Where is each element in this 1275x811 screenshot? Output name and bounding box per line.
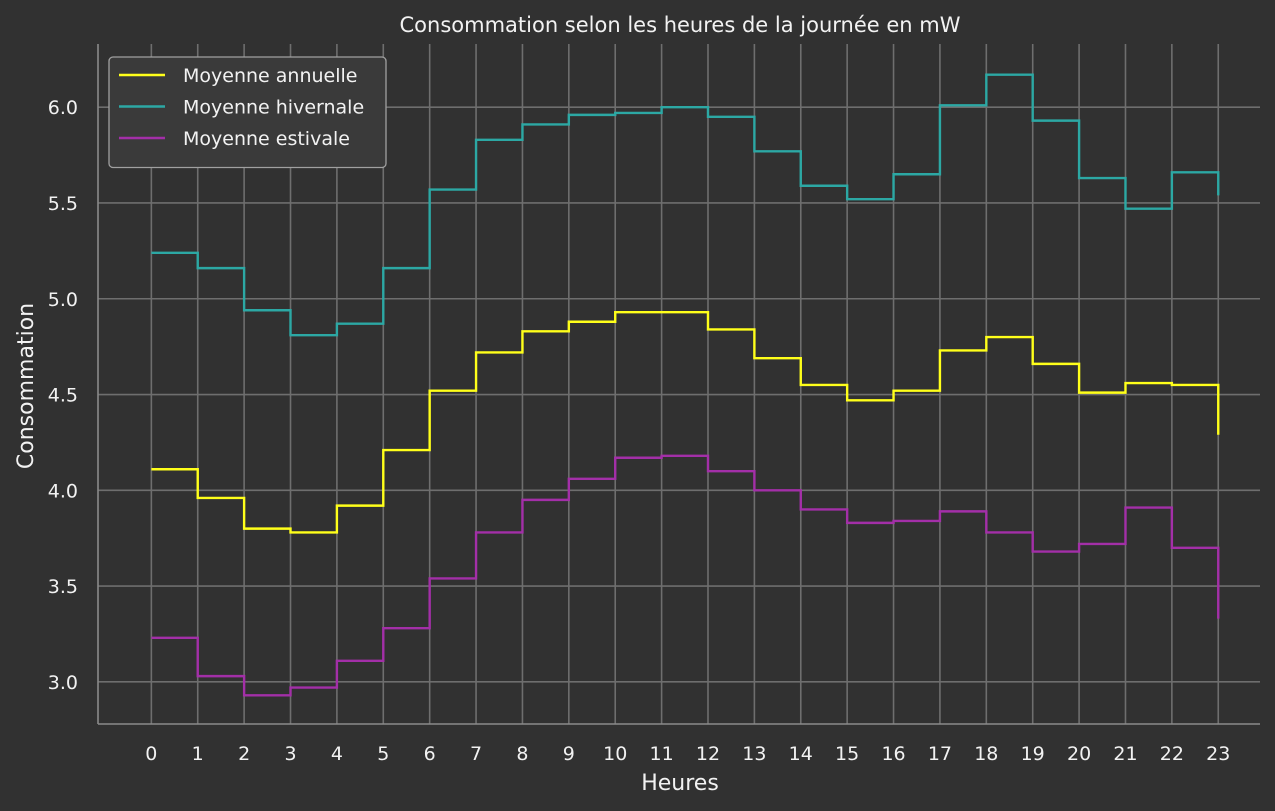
y-tick-label: 5.5: [48, 193, 78, 215]
legend-entry-label: Moyenne hivernale: [183, 97, 364, 119]
x-tick-label: 3: [284, 743, 296, 765]
y-tick-label: 6.0: [48, 97, 78, 119]
x-tick-label: 15: [835, 743, 859, 765]
series-line-1: [151, 310, 1220, 534]
x-tick-label: 18: [974, 743, 998, 765]
y-tick-label: 3.5: [48, 576, 78, 598]
y-tick-label: 4.0: [48, 480, 78, 502]
x-tick-label: 16: [881, 743, 905, 765]
axes-spines: [97, 44, 1260, 725]
x-tick-label: 14: [789, 743, 813, 765]
x-tick-label: 21: [1113, 743, 1137, 765]
x-tick-label: 1: [192, 743, 204, 765]
y-tick-label: 4.5: [48, 385, 78, 407]
chart-title: Consommation selon les heures de la jour…: [400, 13, 961, 37]
legend: Moyenne annuelle Moyenne hivernale Moyenne…: [108, 56, 387, 169]
x-tick-label: 2: [238, 743, 250, 765]
x-axis-label: Heures: [641, 771, 719, 796]
x-tick-label: 6: [424, 743, 436, 765]
x-tick-label: 17: [928, 743, 952, 765]
x-tick-labels: 0 1 2 3 4 5 6 7 8 9 10 11 12 13 14 15 16 17 18 19 20 21 22 23: [145, 743, 1230, 765]
y-tick-label: 5.0: [48, 289, 78, 311]
y-axis-label: Consommation: [14, 303, 39, 469]
x-tick-label: 10: [603, 743, 627, 765]
x-tick-label: 22: [1160, 743, 1184, 765]
legend-entry-label: Moyenne annuelle: [183, 65, 357, 87]
x-tick-label: 5: [377, 743, 389, 765]
y-tick-labels: 3.0 3.5 4.0 4.5 5.0 5.5 6.0: [48, 97, 78, 694]
series-line-2: [151, 73, 1220, 337]
x-tick-label: 19: [1021, 743, 1045, 765]
x-tick-label: 20: [1067, 743, 1091, 765]
x-tick-label: 13: [742, 743, 766, 765]
x-tick-label: 7: [470, 743, 482, 765]
legend-box: [108, 56, 387, 169]
legend-entry-label: Moyenne estivale: [183, 128, 350, 150]
x-tick-label: 23: [1206, 743, 1230, 765]
y-tick-label: 3.0: [48, 672, 78, 694]
x-tick-label: 8: [516, 743, 528, 765]
x-tick-label: 0: [145, 743, 157, 765]
series-line-3: [151, 454, 1220, 697]
x-tick-label: 4: [331, 743, 343, 765]
x-tick-label: 9: [563, 743, 575, 765]
series-layer: [151, 73, 1220, 697]
x-tick-label: 12: [696, 743, 720, 765]
x-tick-label: 11: [650, 743, 674, 765]
